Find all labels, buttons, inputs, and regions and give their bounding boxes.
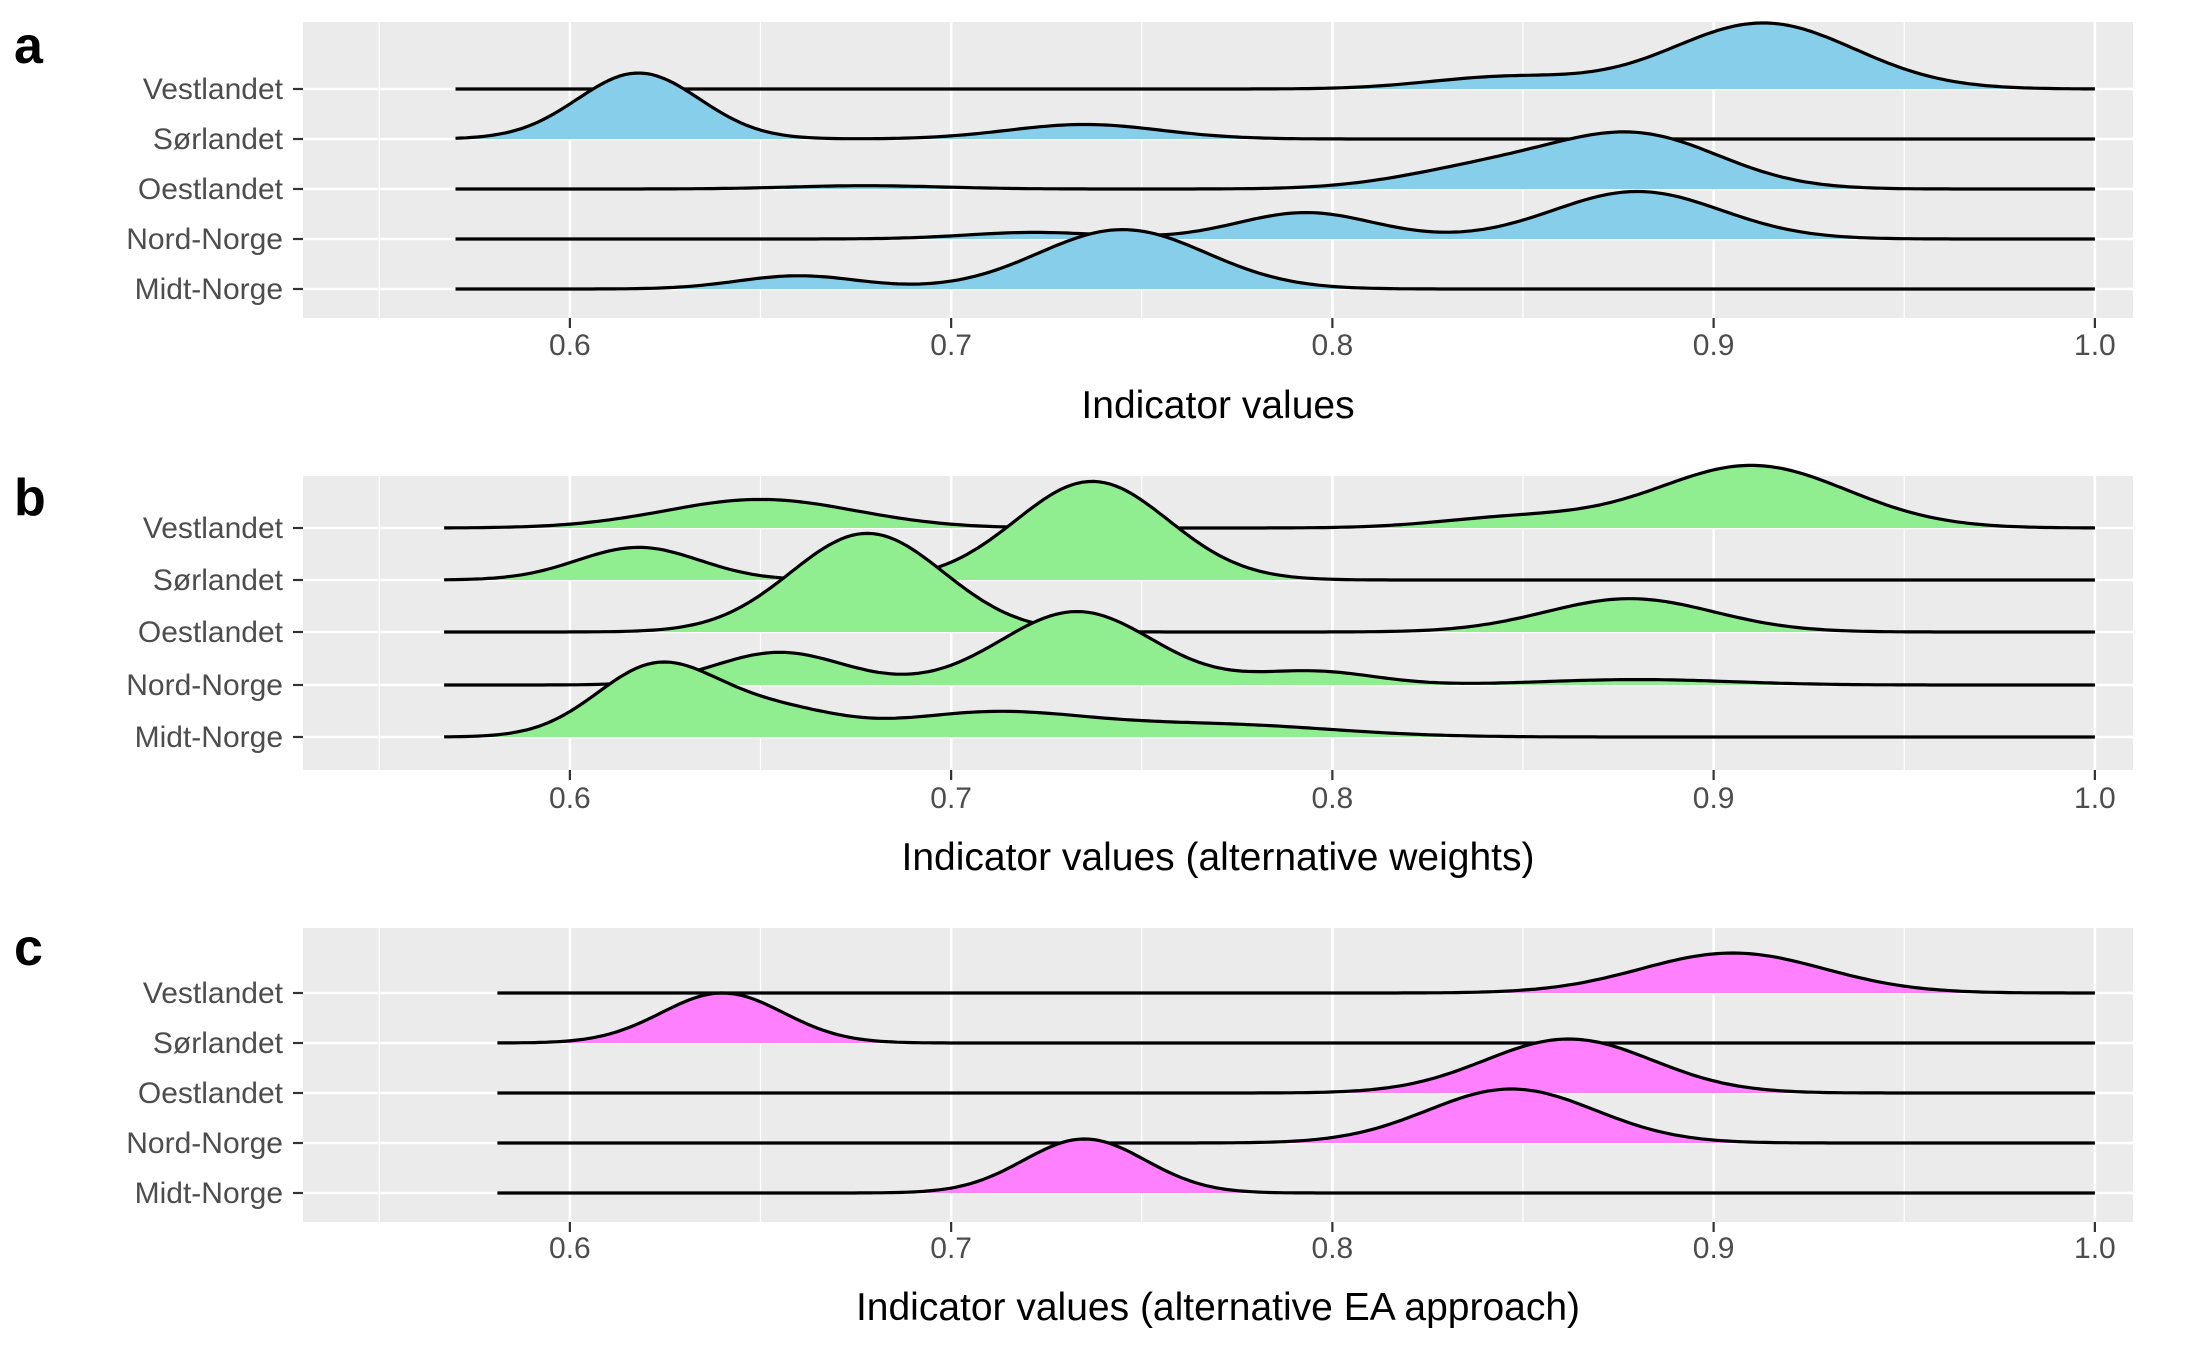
ridge-Midt-Norge xyxy=(455,228,2095,291)
ridge-line xyxy=(455,228,2095,291)
ridge-fill xyxy=(497,953,2095,993)
ridge-Oestlandet xyxy=(455,130,2095,191)
ridge-line xyxy=(497,951,2095,995)
x-axis-title: Indicator values (alternative EA approac… xyxy=(856,1286,1580,1329)
ridge-Oestlandet xyxy=(444,531,2095,634)
y-tick-label: Sørlandet xyxy=(153,123,284,156)
ridge-fill xyxy=(444,533,2095,632)
ridge-line xyxy=(444,531,2095,634)
ridge-Midt-Norge xyxy=(444,660,2095,739)
ridge-Nord-Norge xyxy=(497,1087,2095,1145)
x-tick-label: 0.7 xyxy=(930,782,972,815)
ridge-line xyxy=(497,1037,2095,1095)
y-tick-label: Oestlandet xyxy=(138,616,284,649)
ridge-Oestlandet xyxy=(497,1037,2095,1095)
y-tick-label: Nord-Norge xyxy=(126,223,283,256)
ridge-fill xyxy=(455,131,2095,189)
panel-background xyxy=(303,928,2133,1222)
x-tick-label: 0.6 xyxy=(549,329,591,362)
y-tick-label: Vestlandet xyxy=(143,977,284,1010)
y-tick-label: Nord-Norge xyxy=(126,669,283,702)
x-tick-label: 0.6 xyxy=(549,1232,591,1265)
ridge-line xyxy=(444,479,2095,582)
ridge-Vestlandet xyxy=(455,21,2095,91)
x-tick-label: 0.9 xyxy=(1693,782,1735,815)
panel-tag: a xyxy=(14,17,44,75)
y-tick-label: Vestlandet xyxy=(143,512,284,545)
ridge-fill xyxy=(497,993,2095,1043)
y-tick-label: Oestlandet xyxy=(138,1077,284,1110)
ridge-line xyxy=(455,71,2095,141)
ridge-fill xyxy=(497,1039,2095,1093)
x-tick-label: 0.8 xyxy=(1312,782,1354,815)
x-tick-label: 1.0 xyxy=(2074,329,2116,362)
ridge-Vestlandet xyxy=(497,951,2095,995)
y-tick-label: Midt-Norge xyxy=(135,273,283,306)
y-tick-label: Midt-Norge xyxy=(135,1177,283,1210)
ridge-line xyxy=(455,21,2095,91)
panel-tag: b xyxy=(14,469,46,527)
panel-tag: c xyxy=(14,919,43,977)
ridge-Midt-Norge xyxy=(497,1137,2095,1195)
x-axis-title: Indicator values xyxy=(1081,384,1354,427)
ridge-line xyxy=(455,189,2095,241)
ridge-Sørlandet xyxy=(497,991,2095,1045)
y-tick-label: Oestlandet xyxy=(138,173,284,206)
ridge-line xyxy=(455,130,2095,191)
ridge-Sørlandet xyxy=(444,479,2095,582)
ridge-Vestlandet xyxy=(444,463,2095,530)
x-tick-label: 0.7 xyxy=(930,329,972,362)
ridge-fill xyxy=(455,23,2095,89)
y-tick-label: Sørlandet xyxy=(153,564,284,597)
panel-b: Vestlandet Sørlandet Oestlandet Nord-Norge M… xyxy=(14,463,2133,879)
ridge-fill xyxy=(444,481,2095,580)
ridge-fill xyxy=(455,73,2095,139)
ridge-line xyxy=(497,991,2095,1045)
ridge-line xyxy=(444,660,2095,739)
ridge-line xyxy=(497,1087,2095,1145)
ridge-Nord-Norge xyxy=(444,610,2095,687)
panel-c: Vestlandet Sørlandet Oestlandet Nord-Norge M… xyxy=(14,919,2133,1329)
y-tick-label: Midt-Norge xyxy=(135,721,283,754)
x-tick-label: 0.8 xyxy=(1312,1232,1354,1265)
ridge-line xyxy=(497,1137,2095,1195)
x-tick-label: 1.0 xyxy=(2074,782,2116,815)
x-tick-label: 1.0 xyxy=(2074,1232,2116,1265)
y-tick-label: Sørlandet xyxy=(153,1027,284,1060)
x-tick-label: 0.9 xyxy=(1693,329,1735,362)
x-tick-label: 0.7 xyxy=(930,1232,972,1265)
x-tick-label: 0.6 xyxy=(549,782,591,815)
ridge-Sørlandet xyxy=(455,71,2095,141)
ridge-Nord-Norge xyxy=(455,189,2095,241)
x-tick-label: 0.9 xyxy=(1693,1232,1735,1265)
ridge-line xyxy=(444,463,2095,530)
y-tick-label: Nord-Norge xyxy=(126,1127,283,1160)
ridge-line xyxy=(444,610,2095,687)
panel-a: Vestlandet Sørlandet Oestlandet Nord-Norge M… xyxy=(14,17,2133,427)
y-tick-label: Vestlandet xyxy=(143,73,284,106)
x-tick-label: 0.8 xyxy=(1312,329,1354,362)
x-axis-title: Indicator values (alternative weights) xyxy=(902,836,1535,879)
